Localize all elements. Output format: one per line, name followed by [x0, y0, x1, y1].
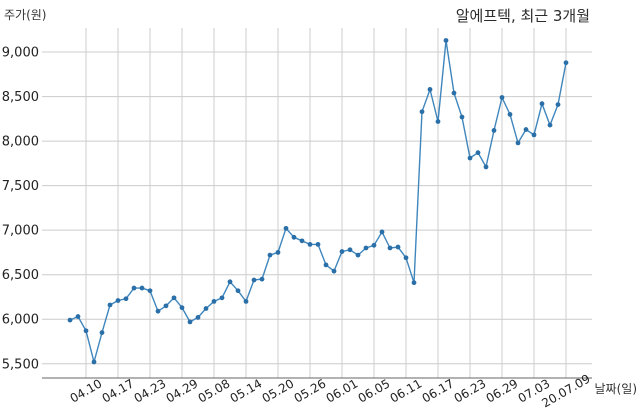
x-tick-label: 05.08: [196, 376, 233, 405]
data-point: [547, 122, 553, 128]
x-tick-label: 04.17: [100, 376, 137, 405]
data-point: [483, 164, 489, 170]
vertical-gridlines: [85, 28, 567, 378]
data-point: [131, 285, 137, 291]
data-point: [403, 255, 409, 261]
data-point: [363, 245, 369, 251]
data-point: [107, 302, 113, 308]
data-point: [563, 60, 569, 66]
y-tick-label: 8,500: [2, 90, 39, 105]
data-point: [419, 109, 425, 115]
data-point: [387, 245, 393, 251]
data-point: [539, 101, 545, 107]
x-tick-label: 06.11: [388, 376, 425, 405]
data-point: [147, 288, 153, 294]
y-tick-labels: 5,500 6,000 6,500 7,000 7,500 8,000 8,500 9,000: [2, 46, 39, 373]
data-point: [371, 242, 377, 248]
x-tick-label: 04.29: [164, 376, 201, 405]
data-point: [219, 295, 225, 301]
data-point: [307, 242, 313, 247]
x-tick-label: 06.23: [452, 376, 489, 405]
data-point: [475, 150, 481, 156]
data-points: [67, 38, 569, 365]
y-tick-label: 9,000: [2, 46, 39, 61]
x-tick-label: 05.26: [292, 376, 329, 405]
data-point: [499, 95, 505, 100]
data-point: [75, 314, 81, 319]
data-point: [491, 128, 497, 133]
data-point: [195, 315, 201, 320]
data-point: [459, 114, 465, 120]
data-point: [259, 276, 265, 282]
y-tick-label: 7,500: [2, 179, 39, 194]
data-point: [427, 87, 433, 92]
data-point: [531, 132, 537, 138]
data-point: [555, 102, 561, 107]
y-axis-label: 주가(원): [4, 8, 46, 22]
data-point: [291, 234, 297, 240]
data-point: [179, 305, 185, 311]
data-point: [507, 111, 513, 117]
data-point: [123, 296, 129, 302]
x-tick-label: 06.05: [356, 376, 393, 405]
data-point: [211, 299, 217, 304]
data-point: [243, 299, 249, 304]
data-point: [315, 242, 321, 247]
data-point: [227, 279, 233, 285]
data-point: [187, 319, 193, 325]
data-point: [515, 140, 521, 146]
data-point: [523, 127, 529, 132]
data-point: [155, 308, 161, 314]
data-point: [355, 252, 361, 258]
data-point: [347, 247, 353, 253]
data-point: [283, 225, 289, 231]
x-tick-label: 06.29: [484, 376, 521, 405]
horizontal-gridlines: [42, 51, 592, 365]
data-point: [299, 238, 305, 244]
data-point: [339, 249, 345, 254]
data-point: [323, 262, 329, 268]
data-point: [435, 119, 441, 124]
x-tick-labels: 04.1004.1704.2304.2905.0805.1405.2005.26…: [68, 372, 593, 411]
data-point: [115, 298, 121, 303]
x-tick-label: 04.23: [132, 376, 169, 405]
data-point: [443, 38, 449, 43]
data-point: [91, 359, 97, 365]
y-tick-label: 5,500: [2, 357, 39, 372]
data-point: [235, 288, 241, 294]
x-tick-label: 04.10: [68, 376, 105, 405]
chart-title: 알에프텍, 최근 3개월: [456, 7, 590, 25]
data-point: [267, 252, 273, 258]
data-point: [411, 280, 417, 286]
data-point: [99, 330, 105, 335]
y-tick-label: 6,500: [2, 268, 39, 283]
data-point: [331, 268, 337, 274]
data-point: [171, 295, 177, 301]
data-point: [203, 306, 209, 311]
x-tick-label: 06.17: [420, 376, 457, 405]
series-line: [69, 39, 567, 363]
x-tick-label: 05.14: [228, 376, 265, 405]
y-tick-label: 8,000: [2, 135, 39, 150]
data-point: [139, 285, 145, 291]
data-point: [67, 317, 73, 323]
data-point: [451, 90, 457, 96]
x-tick-label: 06.01: [324, 376, 361, 405]
data-point: [275, 250, 281, 255]
y-tick-label: 7,000: [2, 224, 39, 239]
y-tick-label: 6,000: [2, 313, 39, 328]
x-axis-label: 날짜(일): [595, 382, 637, 396]
data-point: [83, 328, 89, 334]
data-point: [251, 277, 257, 283]
data-point: [467, 155, 473, 161]
x-tick-label: 05.20: [260, 376, 297, 405]
data-point: [163, 303, 169, 309]
data-point: [395, 244, 401, 250]
data-point: [379, 229, 385, 235]
